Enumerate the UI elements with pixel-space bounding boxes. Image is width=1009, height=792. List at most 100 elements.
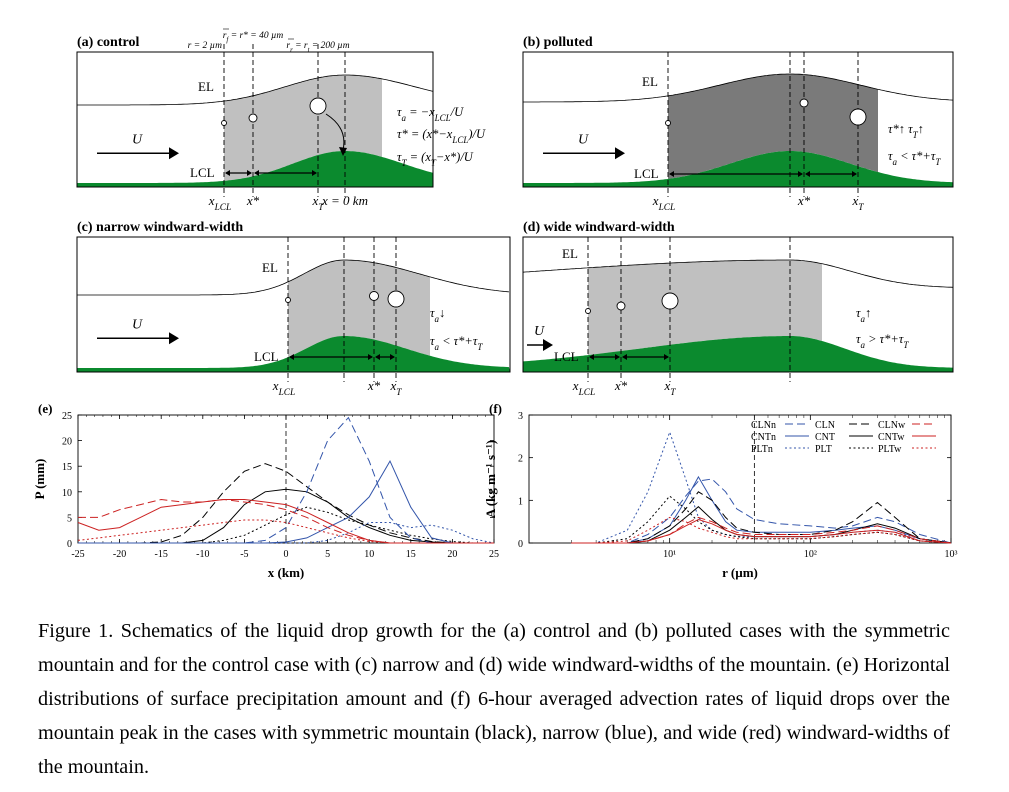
x-tick-label: 20 <box>447 549 457 560</box>
drop-circle <box>661 292 679 310</box>
equation: τa < τ*+τT <box>888 149 941 167</box>
arrow-head <box>798 171 803 177</box>
y-tick-label: 20 <box>62 437 72 448</box>
y-tick-label: 10 <box>62 488 72 499</box>
drop-circle <box>616 301 626 311</box>
legend-label: PLTn <box>751 444 773 455</box>
wind-arrow-head <box>169 147 179 160</box>
arrow-head <box>664 354 669 360</box>
legend-label: CLNn <box>751 420 776 431</box>
legend-label: PLT <box>815 444 832 455</box>
lcl-label: LCL <box>190 165 215 180</box>
lcl-label: LCL <box>634 166 659 181</box>
x-tick-label: -25 <box>71 549 84 560</box>
bottom-label: x = 0 km <box>321 193 368 208</box>
lcl-label: LCL <box>554 349 579 364</box>
el-curve <box>522 259 954 288</box>
arrow-head <box>289 354 294 360</box>
y-axis-label: A (kg m⁻¹ s⁻¹) <box>483 440 498 518</box>
chart-label: (e) <box>38 401 52 416</box>
equation: τa↑ <box>856 306 871 324</box>
drop-circle <box>248 113 258 123</box>
arrow-head <box>225 170 230 176</box>
mountain <box>77 151 433 187</box>
x-tick-label: -10 <box>196 549 209 560</box>
panel-label: (a) control <box>77 35 139 50</box>
series-line-CNTw <box>77 499 494 544</box>
schematic-panel-c: (c) narrow windward-width EL LCL Uτa↓ τa < τ… <box>76 220 511 398</box>
arrow-head <box>669 171 674 177</box>
panel-frame <box>522 236 954 373</box>
x-tick-label: 0 <box>284 549 289 560</box>
cloud-region <box>288 260 430 358</box>
arrow-head <box>852 171 857 177</box>
equation: τT = (xT−x*)/U <box>397 150 474 168</box>
x-tick-label: 15 <box>406 549 416 560</box>
series-line-CLNw <box>78 498 494 544</box>
y-tick-label: 1 <box>518 496 523 507</box>
panel-label: (b) polluted <box>523 35 593 50</box>
bottom-label: xT <box>664 378 677 398</box>
arrow-head <box>247 170 252 176</box>
mountain <box>523 336 953 372</box>
bottom-label: xLCL <box>272 378 295 398</box>
y-tick-label: 15 <box>62 462 72 473</box>
panel-frame <box>76 236 511 373</box>
y-tick-label: 2 <box>518 454 523 465</box>
y-tick-label: 0 <box>518 539 523 550</box>
series-line-CLN <box>78 463 494 544</box>
arrow-head <box>805 171 810 177</box>
arrow-head <box>375 354 380 360</box>
bottom-label: xLCL <box>208 193 231 213</box>
series-line-CNTw <box>571 518 952 544</box>
bottom-label: x* <box>246 193 260 208</box>
equation: τa < τ*+τT <box>430 334 483 352</box>
bottom-label: xLCL <box>652 193 675 213</box>
mountain <box>77 336 510 372</box>
fall-arrow-head <box>339 147 347 156</box>
drop-circle <box>221 120 227 126</box>
arrow-head <box>622 354 627 360</box>
panel-label: (c) narrow windward-width <box>77 220 243 235</box>
schematic-panel-b: (b) polluted EL LCL Uτ*↑ τT↑ τa < τ*+τT xLCL x… <box>522 35 954 213</box>
arrow-head <box>589 354 594 360</box>
el-label: EL <box>262 260 278 275</box>
chart-f: (f) 0 1 2 3 10¹ 10² 10³ r (µm) A (kg m⁻¹ s⁻¹) CLNn… <box>483 401 958 580</box>
wind-label: U <box>132 132 143 147</box>
bottom-label: xLCL <box>572 378 595 398</box>
wind-label: U <box>132 317 143 332</box>
arrow-head <box>615 354 620 360</box>
panel-frame <box>76 51 434 188</box>
wind-arrow-head <box>615 147 625 160</box>
equation: τa↓ <box>430 306 445 324</box>
series-line-PLT <box>571 495 952 544</box>
wind-arrow-head <box>543 339 553 351</box>
x-tick-label: 10³ <box>945 549 958 560</box>
x-tick-label: -5 <box>240 549 248 560</box>
legend-label: CLN <box>815 420 835 431</box>
el-label: EL <box>562 246 578 261</box>
drop-circle <box>309 97 327 115</box>
bottom-label: x* <box>797 193 811 208</box>
cloud-region <box>224 75 382 181</box>
fall-arrow <box>325 113 345 151</box>
equation: τ*↑ τT↑ <box>888 122 924 140</box>
drop-circle <box>585 308 591 314</box>
drop-circle <box>285 297 291 303</box>
x-axis-label: x (km) <box>268 565 304 580</box>
chart-e: (e) 0 5 10 15 20 25 -25 -20 -15 -10 -5 0 5 10 15 20 25 x (… <box>32 401 499 580</box>
legend-label: PLTw <box>878 444 902 455</box>
arrow-head <box>368 354 373 360</box>
el-curve <box>77 259 510 296</box>
bottom-label: x* <box>367 378 381 393</box>
x-tick-label: 10² <box>804 549 817 560</box>
chart-label: (f) <box>489 401 502 416</box>
x-tick-label: -20 <box>113 549 126 560</box>
legend-label: CLNw <box>878 420 906 431</box>
panel-frame <box>522 51 954 188</box>
legend-label: CNT <box>815 432 835 443</box>
x-tick-label: 10¹ <box>663 549 676 560</box>
drop-circle <box>799 98 809 108</box>
series-line-CLNn <box>78 416 494 544</box>
schematic-panel-a: (a) control EL LCL Uτa = −xLCL/U τ* = (x*−xL… <box>76 28 486 213</box>
